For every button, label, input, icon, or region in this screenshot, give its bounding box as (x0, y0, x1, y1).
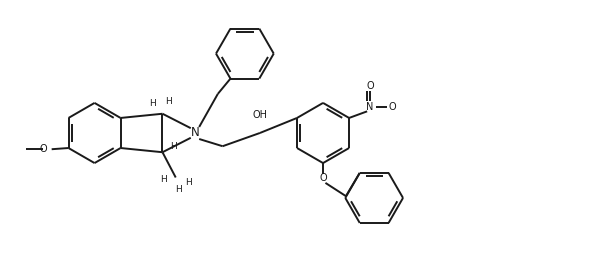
Text: H: H (160, 175, 167, 184)
Text: O: O (366, 81, 374, 91)
Text: O: O (320, 173, 327, 183)
Text: OH: OH (252, 110, 268, 120)
Text: H: H (185, 178, 192, 187)
Text: N: N (367, 101, 374, 111)
Text: O: O (39, 144, 47, 154)
Text: H: H (149, 99, 156, 108)
Text: H: H (165, 97, 172, 106)
Text: H: H (170, 142, 177, 151)
Text: N: N (191, 126, 199, 140)
Text: H: H (175, 185, 181, 194)
Text: O: O (388, 101, 396, 111)
